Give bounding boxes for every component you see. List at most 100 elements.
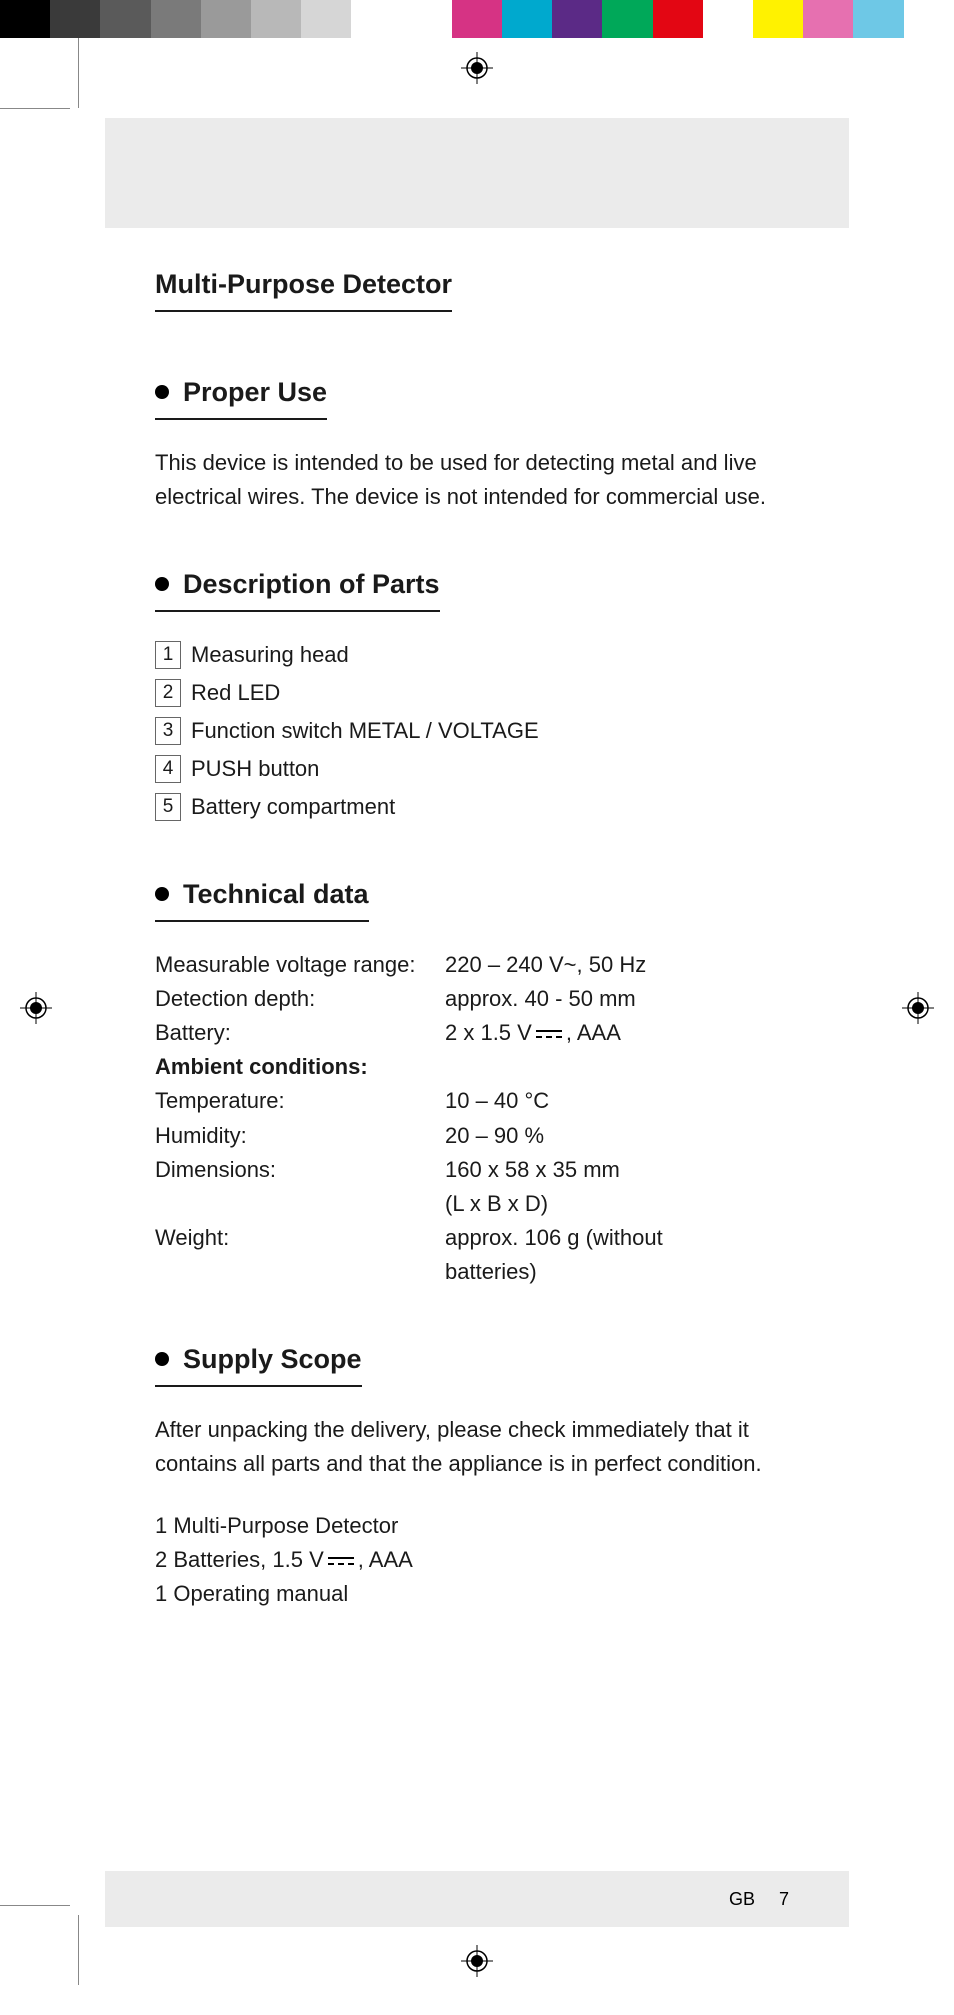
color-swatch: [251, 0, 301, 38]
supply-list: 1 Multi-Purpose Detector 2 Batteries, 1.…: [155, 1509, 799, 1611]
tech-row: Detection depth:approx. 40 - 50 mm: [155, 982, 799, 1016]
tech-value: 220 – 240 V~, 50 Hz: [445, 948, 799, 982]
tech-label: Battery:: [155, 1016, 445, 1050]
part-label: PUSH button: [191, 752, 319, 786]
color-swatch: [100, 0, 150, 38]
bullet-icon: [155, 577, 169, 591]
heading-text: Technical data: [183, 879, 369, 909]
tech-label: Temperature:: [155, 1084, 445, 1118]
heading-text: Supply Scope: [183, 1344, 362, 1374]
tech-label: Ambient conditions:: [155, 1050, 445, 1084]
tech-label: Weight:: [155, 1221, 445, 1255]
supply-item: 1 Operating manual: [155, 1577, 799, 1611]
tech-label: [155, 1187, 445, 1221]
section-parts-heading: Description of Parts: [155, 564, 440, 612]
tech-value: 2 x 1.5 V, AAA: [445, 1016, 799, 1050]
part-label: Function switch METAL / VOLTAGE: [191, 714, 539, 748]
tech-row: batteries): [155, 1255, 799, 1289]
section-tech-heading: Technical data: [155, 874, 369, 922]
part-number-box: 5: [155, 793, 181, 821]
tech-label: Humidity:: [155, 1119, 445, 1153]
section-proper-use-heading: Proper Use: [155, 372, 327, 420]
color-swatch: [703, 0, 753, 38]
parts-row: 5 Battery compartment: [155, 790, 799, 824]
color-swatch: [452, 0, 502, 38]
part-number-box: 4: [155, 755, 181, 783]
footer-country: GB: [729, 1889, 755, 1910]
tech-row: Dimensions:160 x 58 x 35 mm: [155, 1153, 799, 1187]
color-swatch: [904, 0, 954, 38]
parts-row: 1 Measuring head: [155, 638, 799, 672]
color-swatch: [50, 0, 100, 38]
crop-mark: [0, 108, 70, 109]
tech-row: (L x B x D): [155, 1187, 799, 1221]
tech-label: Detection depth:: [155, 982, 445, 1016]
crop-mark: [78, 38, 79, 108]
registration-mark-bottom: [461, 1945, 493, 1977]
bullet-icon: [155, 887, 169, 901]
tech-value: (L x B x D): [445, 1187, 799, 1221]
footer-page: 7: [779, 1889, 789, 1910]
registration-mark-left: [20, 992, 52, 1024]
color-swatch: [402, 0, 452, 38]
tech-value: approx. 40 - 50 mm: [445, 982, 799, 1016]
parts-row: 3 Function switch METAL / VOLTAGE: [155, 714, 799, 748]
page: Multi-Purpose Detector Proper Use This d…: [105, 118, 849, 1927]
color-swatch: [201, 0, 251, 38]
part-number-box: 2: [155, 679, 181, 707]
tech-table: Measurable voltage range:220 – 240 V~, 5…: [155, 948, 799, 1289]
color-swatch: [602, 0, 652, 38]
tech-value: 20 – 90 %: [445, 1119, 799, 1153]
tech-value: approx. 106 g (without: [445, 1221, 799, 1255]
supply-body: After unpacking the delivery, please che…: [155, 1413, 799, 1481]
color-swatch: [853, 0, 903, 38]
color-swatch: [301, 0, 351, 38]
color-swatch: [0, 0, 50, 38]
registration-mark-right: [902, 992, 934, 1024]
tech-row: Measurable voltage range:220 – 240 V~, 5…: [155, 948, 799, 982]
heading-text: Description of Parts: [183, 569, 440, 599]
bullet-icon: [155, 385, 169, 399]
section-supply-heading: Supply Scope: [155, 1339, 362, 1387]
dc-symbol-icon: [534, 1028, 564, 1040]
part-label: Measuring head: [191, 638, 349, 672]
parts-row: 2 Red LED: [155, 676, 799, 710]
color-swatch: [653, 0, 703, 38]
tech-value: [445, 1050, 799, 1084]
supply-item: 2 Batteries, 1.5 V, AAA: [155, 1543, 799, 1577]
tech-row: Weight:approx. 106 g (without: [155, 1221, 799, 1255]
proper-use-body: This device is intended to be used for d…: [155, 446, 799, 514]
header-band: [105, 118, 849, 228]
part-label: Red LED: [191, 676, 280, 710]
color-swatch: [753, 0, 803, 38]
tech-row: Battery:2 x 1.5 V, AAA: [155, 1016, 799, 1050]
tech-label: Measurable voltage range:: [155, 948, 445, 982]
bullet-icon: [155, 1352, 169, 1366]
dc-symbol-icon: [326, 1555, 356, 1567]
color-swatch: [803, 0, 853, 38]
tech-label: Dimensions:: [155, 1153, 445, 1187]
heading-text: Proper Use: [183, 377, 327, 407]
color-swatch: [151, 0, 201, 38]
part-number-box: 1: [155, 641, 181, 669]
tech-value: 10 – 40 °C: [445, 1084, 799, 1118]
tech-value: batteries): [445, 1255, 799, 1289]
crop-mark: [78, 1915, 79, 1985]
supply-item: 1 Multi-Purpose Detector: [155, 1509, 799, 1543]
tech-row: Ambient conditions:: [155, 1050, 799, 1084]
main-title: Multi-Purpose Detector: [155, 264, 452, 312]
tech-label: [155, 1255, 445, 1289]
color-swatch: [552, 0, 602, 38]
tech-row: Humidity:20 – 90 %: [155, 1119, 799, 1153]
part-number-box: 3: [155, 717, 181, 745]
color-swatch: [351, 0, 401, 38]
registration-mark-top: [461, 52, 493, 84]
content: Multi-Purpose Detector Proper Use This d…: [105, 264, 849, 1611]
crop-mark: [0, 1905, 70, 1906]
tech-value: 160 x 58 x 35 mm: [445, 1153, 799, 1187]
parts-row: 4 PUSH button: [155, 752, 799, 786]
printer-color-bar: [0, 0, 954, 38]
part-label: Battery compartment: [191, 790, 395, 824]
tech-row: Temperature:10 – 40 °C: [155, 1084, 799, 1118]
supply-item2-suffix: , AAA: [358, 1547, 413, 1572]
